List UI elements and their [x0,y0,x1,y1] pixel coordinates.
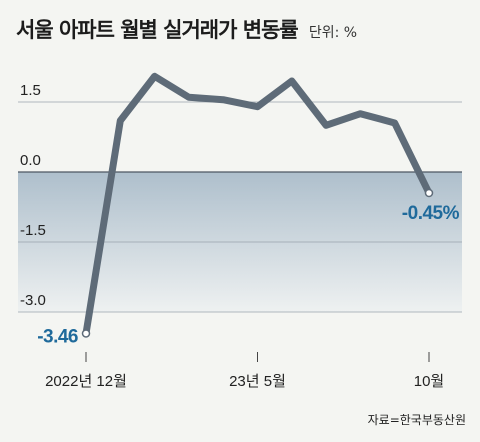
y-tick-label: 1.5 [20,82,41,99]
data-point-marker [81,329,91,338]
chart-title: 서울 아파트 월별 실거래가 변동률 [16,18,299,42]
y-tick-label: 0.0 [20,152,41,169]
y-tick-label: -3.0 [20,292,46,309]
series-line [82,72,433,337]
y-tick-label: -1.5 [20,222,46,239]
data-label: -3.46 [37,326,78,347]
data-label: -0.45% [402,203,460,224]
data-annotations: -3.46 -0.45% [37,203,460,347]
title-row: 서울 아파트 월별 실거래가 변동률 단위: % [16,14,357,44]
x-axis-ticks: 2022년 12월 23년 5월 10월 [45,352,444,390]
x-tick-label: 2022년 12월 [45,373,127,390]
x-tick-label: 10월 [414,373,445,390]
endpoint-markers [81,188,434,338]
source-note: 자료=한국부동산원 [367,413,466,427]
x-tick-label: 23년 5월 [229,373,286,390]
data-point-marker [424,188,434,198]
y-axis-ticks: 1.5 0.0 -1.5 -3.0 [20,82,46,309]
chart-unit: 단위: % [308,25,358,41]
